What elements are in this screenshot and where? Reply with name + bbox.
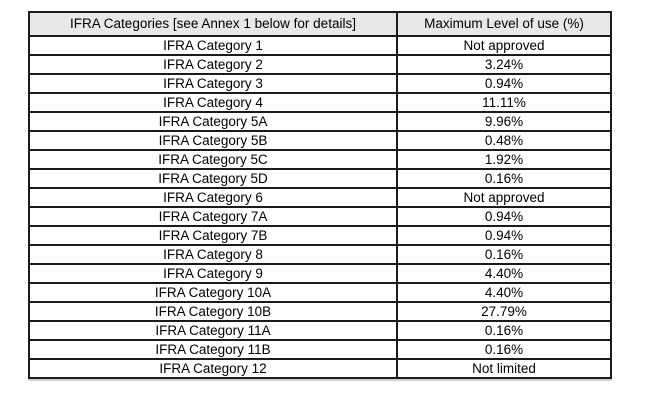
category-cell: IFRA Category 7A — [28, 206, 398, 227]
table-row: IFRA Category 7B 0.94% — [28, 225, 612, 246]
max-level-cell: 9.96% — [396, 111, 612, 132]
max-level-cell: 0.16% — [396, 339, 612, 360]
table-row: IFRA Category 10A 4.40% — [28, 282, 612, 303]
category-cell: IFRA Category 10B — [28, 301, 398, 322]
category-cell: IFRA Category 12 — [28, 358, 398, 379]
table-row: IFRA Category 11B 0.16% — [28, 339, 612, 360]
table-row: IFRA Category 3 0.94% — [28, 73, 612, 94]
table-row: IFRA Category 8 0.16% — [28, 244, 612, 265]
max-level-cell: 0.16% — [396, 244, 612, 265]
table-row: IFRA Category 5D 0.16% — [28, 168, 612, 189]
table-row: IFRA Category 4 11.11% — [28, 92, 612, 113]
table-row: IFRA Category 12 Not limited — [28, 358, 612, 379]
column-header-categories: IFRA Categories [see Annex 1 below for d… — [28, 11, 398, 37]
category-cell: IFRA Category 7B — [28, 225, 398, 246]
category-cell: IFRA Category 11A — [28, 320, 398, 341]
table-row: IFRA Category 1 Not approved — [28, 35, 612, 56]
category-cell: IFRA Category 11B — [28, 339, 398, 360]
table-header-row: IFRA Categories [see Annex 1 below for d… — [28, 11, 612, 37]
max-level-cell: 4.40% — [396, 263, 612, 284]
table-row: IFRA Category 5C 1.92% — [28, 149, 612, 170]
category-cell: IFRA Category 8 — [28, 244, 398, 265]
max-level-cell: 0.48% — [396, 130, 612, 151]
max-level-cell: 27.79% — [396, 301, 612, 322]
table-row: IFRA Category 11A 0.16% — [28, 320, 612, 341]
category-cell: IFRA Category 10A — [28, 282, 398, 303]
category-cell: IFRA Category 4 — [28, 92, 398, 113]
column-header-max-level: Maximum Level of use (%) — [396, 11, 612, 37]
max-level-cell: Not approved — [396, 35, 612, 56]
max-level-cell: 0.94% — [396, 225, 612, 246]
ifra-categories-table: IFRA Categories [see Annex 1 below for d… — [28, 11, 612, 379]
category-cell: IFRA Category 6 — [28, 187, 398, 208]
max-level-cell: 0.16% — [396, 168, 612, 189]
table-row: IFRA Category 7A 0.94% — [28, 206, 612, 227]
max-level-cell: 3.24% — [396, 54, 612, 75]
table-row: IFRA Category 5B 0.48% — [28, 130, 612, 151]
table-row: IFRA Category 10B 27.79% — [28, 301, 612, 322]
category-cell: IFRA Category 5D — [28, 168, 398, 189]
table-body: IFRA Category 1 Not approved IFRA Category… — [28, 35, 612, 379]
table-row: IFRA Category 9 4.40% — [28, 263, 612, 284]
category-cell: IFRA Category 1 — [28, 35, 398, 56]
max-level-cell: 0.94% — [396, 73, 612, 94]
max-level-cell: 4.40% — [396, 282, 612, 303]
category-cell: IFRA Category 3 — [28, 73, 398, 94]
max-level-cell: 0.16% — [396, 320, 612, 341]
max-level-cell: 1.92% — [396, 149, 612, 170]
category-cell: IFRA Category 5C — [28, 149, 398, 170]
max-level-cell: 0.94% — [396, 206, 612, 227]
max-level-cell: 11.11% — [396, 92, 612, 113]
category-cell: IFRA Category 5B — [28, 130, 398, 151]
max-level-cell: Not limited — [396, 358, 612, 379]
table-row: IFRA Category 6 Not approved — [28, 187, 612, 208]
max-level-cell: Not approved — [396, 187, 612, 208]
table-row: IFRA Category 5A 9.96% — [28, 111, 612, 132]
table-row: IFRA Category 2 3.24% — [28, 54, 612, 75]
category-cell: IFRA Category 9 — [28, 263, 398, 284]
category-cell: IFRA Category 2 — [28, 54, 398, 75]
category-cell: IFRA Category 5A — [28, 111, 398, 132]
